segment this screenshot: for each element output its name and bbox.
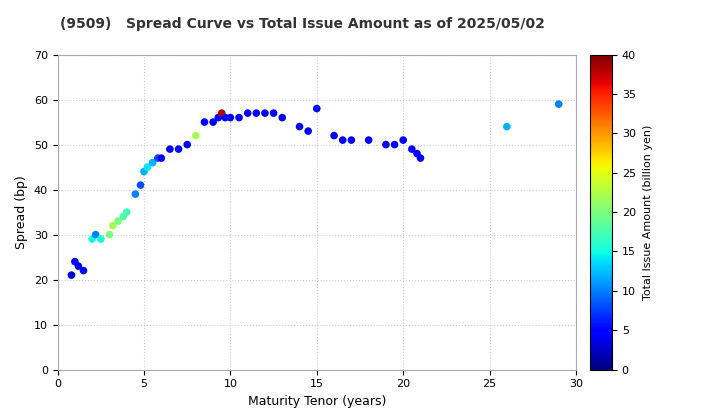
Point — [90, 231, 102, 238]
Point — [73, 263, 84, 270]
Point — [268, 110, 279, 116]
Point — [152, 155, 163, 161]
Point — [212, 114, 224, 121]
Text: (9509)   Spread Curve vs Total Issue Amount as of 2025/05/02: (9509) Spread Curve vs Total Issue Amoun… — [60, 17, 545, 31]
Point — [156, 155, 167, 161]
Point — [216, 110, 228, 116]
Point — [406, 146, 418, 152]
Point — [501, 123, 513, 130]
X-axis label: Maturity Tenor (years): Maturity Tenor (years) — [248, 395, 386, 408]
Point — [130, 191, 141, 197]
Point — [66, 272, 77, 278]
Point — [397, 137, 409, 144]
Point — [95, 236, 107, 242]
Point — [311, 105, 323, 112]
Point — [190, 132, 202, 139]
Point — [78, 267, 89, 274]
Point — [173, 146, 184, 152]
Point — [86, 236, 98, 242]
Point — [302, 128, 314, 134]
Point — [107, 222, 119, 229]
Point — [117, 213, 129, 220]
Point — [337, 137, 348, 144]
Point — [121, 209, 132, 215]
Point — [294, 123, 305, 130]
Point — [142, 164, 153, 171]
Y-axis label: Spread (bp): Spread (bp) — [15, 175, 28, 249]
Point — [328, 132, 340, 139]
Point — [181, 141, 193, 148]
Point — [415, 155, 426, 161]
Point — [104, 231, 115, 238]
Point — [389, 141, 400, 148]
Point — [199, 119, 210, 126]
Point — [411, 150, 423, 157]
Point — [138, 168, 150, 175]
Point — [259, 110, 271, 116]
Point — [135, 182, 146, 189]
Point — [276, 114, 288, 121]
Point — [112, 218, 124, 224]
Point — [233, 114, 245, 121]
Point — [380, 141, 392, 148]
Point — [346, 137, 357, 144]
Y-axis label: Total Issue Amount (billion yen): Total Issue Amount (billion yen) — [643, 124, 653, 300]
Point — [363, 137, 374, 144]
Point — [147, 159, 158, 166]
Point — [164, 146, 176, 152]
Point — [69, 258, 81, 265]
Point — [251, 110, 262, 116]
Point — [225, 114, 236, 121]
Point — [553, 101, 564, 108]
Point — [207, 119, 219, 126]
Point — [242, 110, 253, 116]
Point — [220, 114, 231, 121]
